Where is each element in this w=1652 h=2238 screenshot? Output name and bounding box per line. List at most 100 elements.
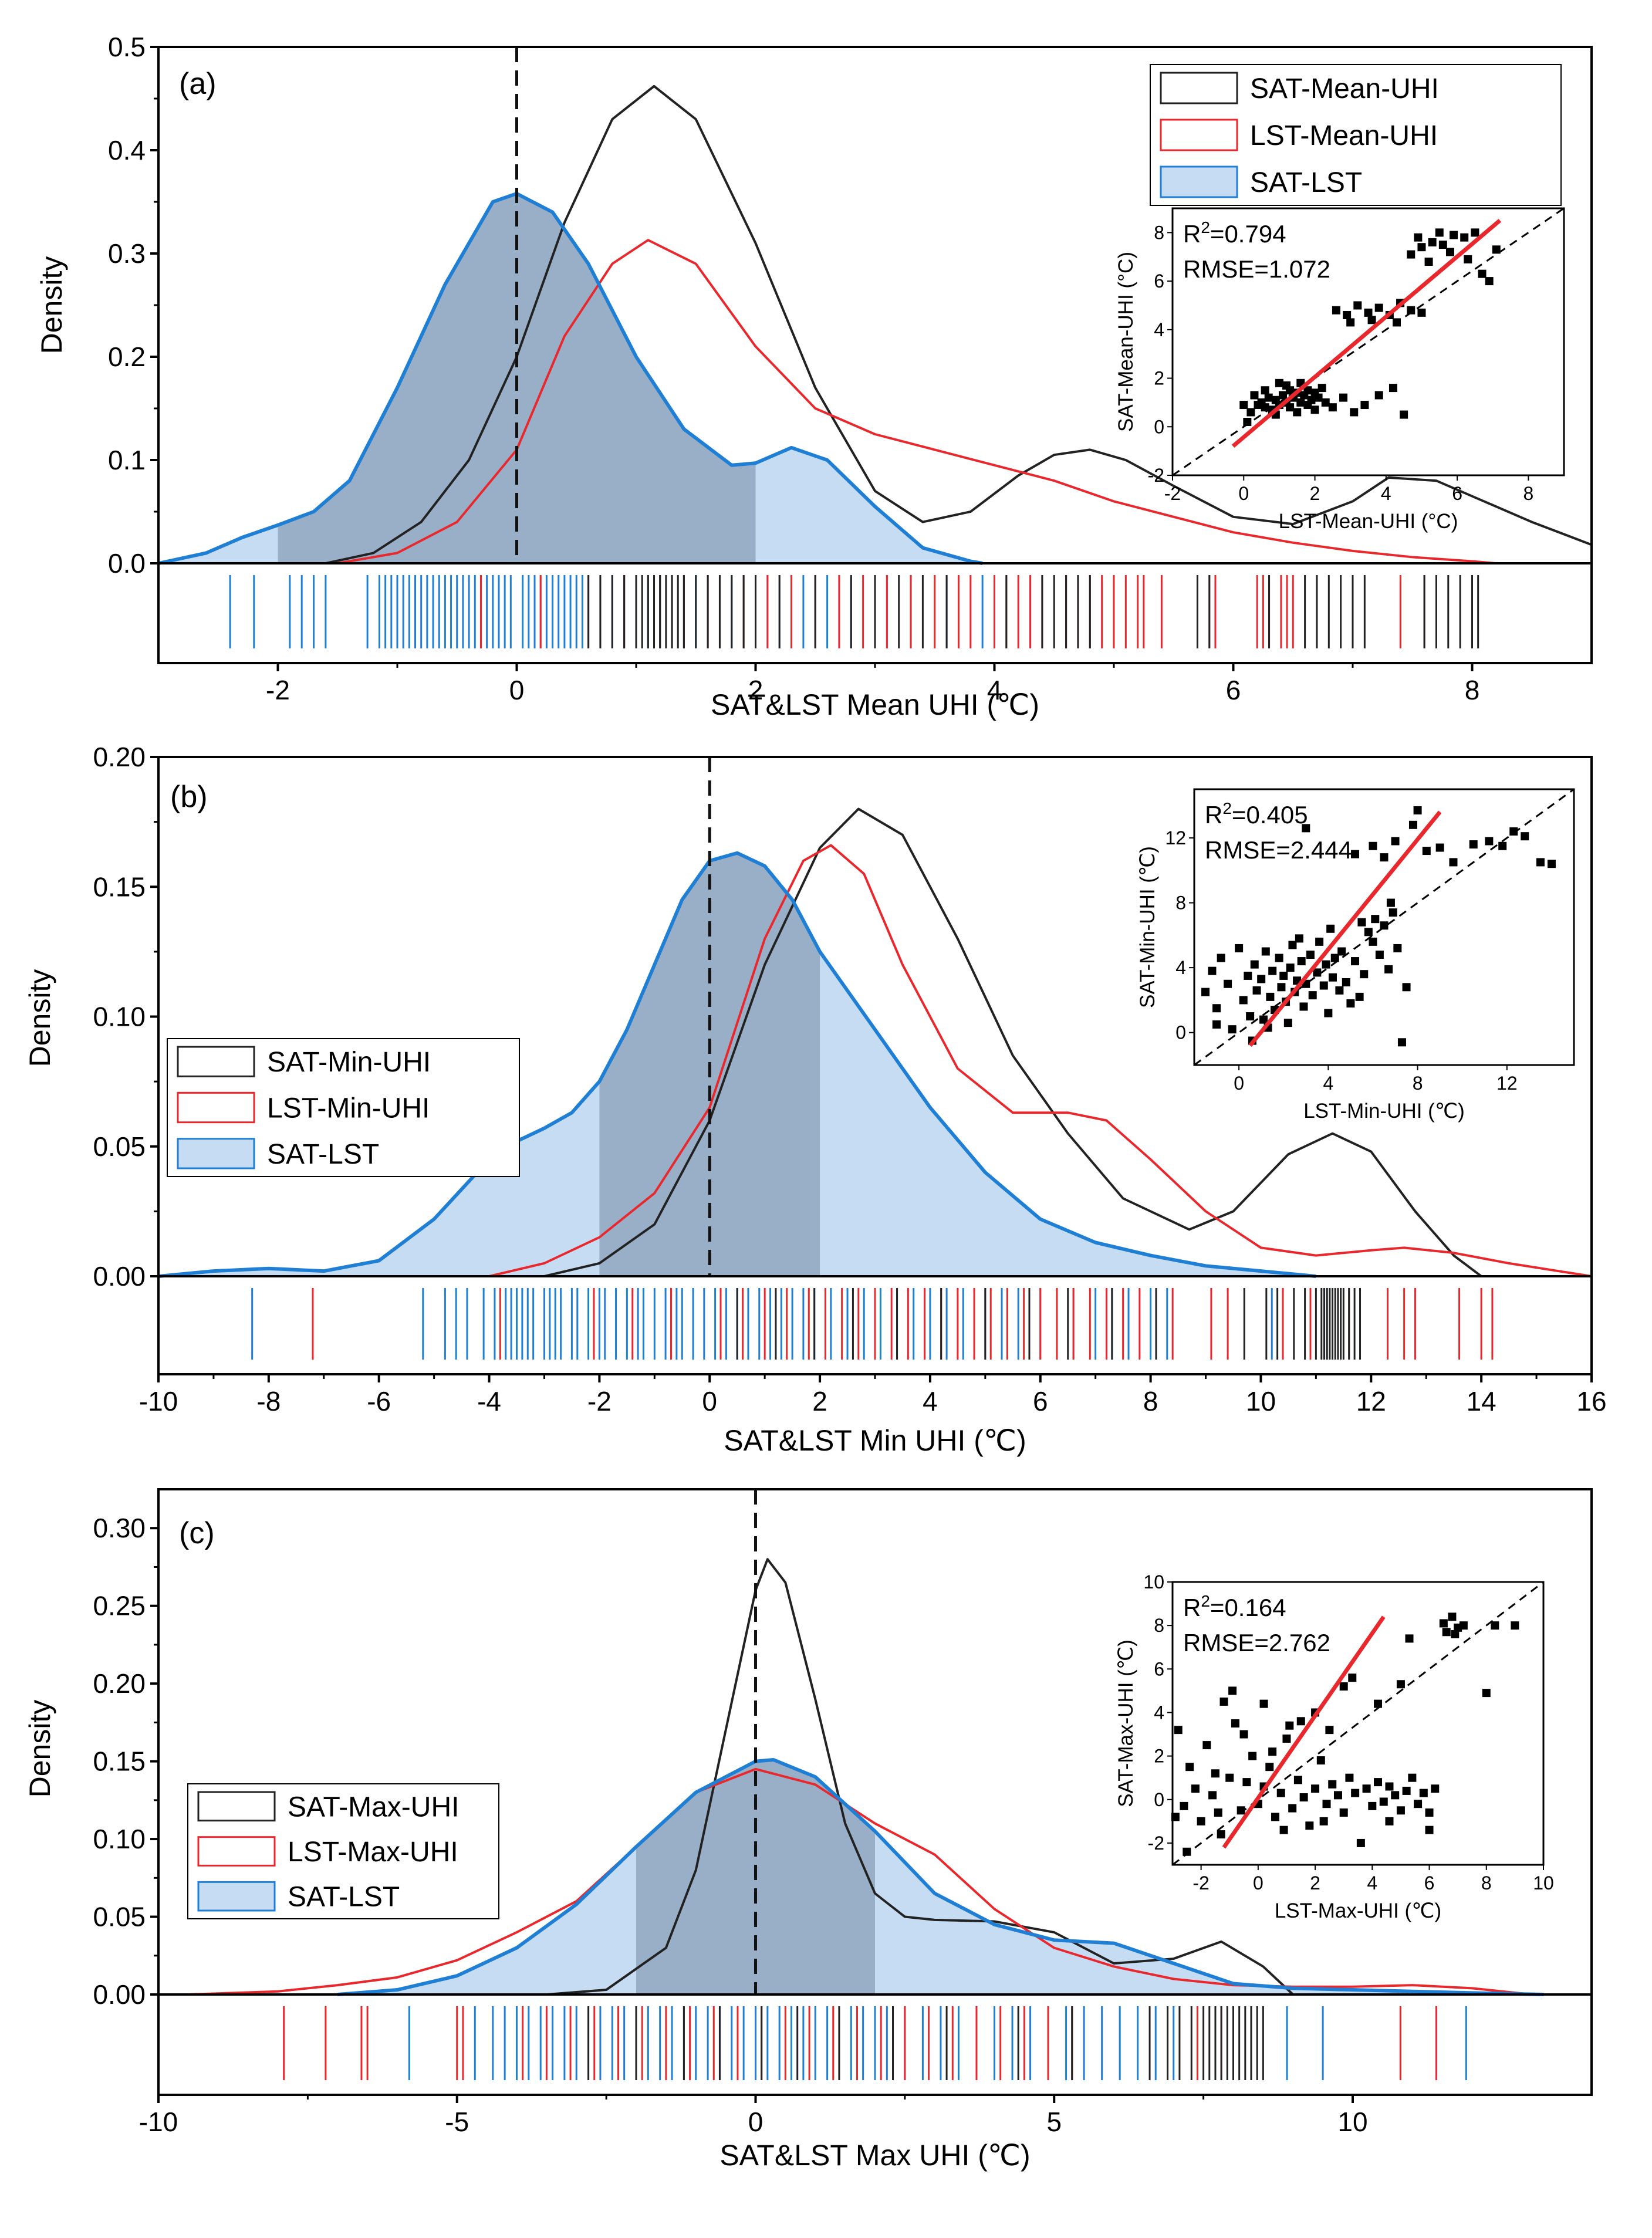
scatter-point: [1417, 308, 1426, 317]
legend-entry-label: SAT-LST: [267, 1139, 379, 1170]
scatter-point: [1303, 401, 1312, 410]
scatter-point: [1197, 1817, 1205, 1825]
inset-x-tick-label: 4: [1381, 483, 1391, 504]
r-squared-prefix: R: [1183, 1594, 1201, 1621]
scatter-point: [1419, 1789, 1428, 1797]
scatter-point: [1285, 1721, 1294, 1730]
inset-x-tick-label: 10: [1533, 1872, 1554, 1894]
scatter-point: [1393, 318, 1401, 327]
x-tick-label: 8: [1143, 1386, 1158, 1417]
scatter-point: [1330, 954, 1339, 962]
scatter-point: [1351, 850, 1360, 858]
inset-scatter: -2 0 2 4 6 8 10 -2 0 2 4 6 8 10 LST-Max-UHI (℃) SAT-Max…: [1114, 1571, 1554, 1922]
panel-label: (a): [179, 67, 217, 101]
legend-entry-label: SAT-LST: [288, 1882, 400, 1913]
legend-swatch: [177, 1138, 255, 1169]
scatter-point: [1345, 1773, 1354, 1782]
x-tick-label: 14: [1467, 1386, 1496, 1417]
scatter-point: [1217, 1830, 1225, 1839]
x-tick-label: -10: [139, 1386, 178, 1417]
inset-y-tick-label: -2: [1148, 1833, 1164, 1854]
x-tick-label: -8: [256, 1386, 281, 1417]
scatter-point: [1202, 1741, 1211, 1750]
scatter-point: [1296, 1717, 1305, 1726]
x-tick-label: 4: [923, 1386, 938, 1417]
scatter-point: [1351, 1789, 1360, 1797]
x-tick-label: -5: [445, 2107, 469, 2137]
legend-swatch: [177, 1046, 255, 1077]
scatter-point: [1278, 391, 1287, 400]
scatter-point: [1257, 975, 1266, 983]
scatter-point: [1374, 1778, 1383, 1787]
scatter-point: [1380, 921, 1389, 930]
scatter-point: [1306, 951, 1315, 959]
scatter-point: [1208, 1791, 1217, 1800]
scatter-point: [1360, 401, 1369, 410]
legend-swatch: [177, 1091, 255, 1124]
inset-x-tick-label: 8: [1413, 1073, 1423, 1094]
y-tick-label: 0.15: [93, 1746, 146, 1777]
fit-line: [1231, 219, 1502, 448]
r-squared-value: =0.794: [1210, 220, 1286, 248]
legend-entry-label: SAT-Min-UHI: [267, 1047, 431, 1078]
inset-x-tick-label: 4: [1367, 1872, 1377, 1894]
scatter-point: [1299, 1793, 1308, 1802]
scatter-point: [1536, 858, 1545, 867]
sat-curve: [325, 84, 1592, 564]
inset-y-tick-label: 12: [1165, 827, 1186, 848]
legend: SAT-Max-UHI LST-Max-UHI SAT-LST: [187, 1783, 499, 1919]
x-tick-label: 8: [1465, 675, 1480, 705]
r-squared-prefix: R: [1205, 801, 1222, 829]
scatter-point: [1346, 999, 1355, 1008]
scatter-point: [1282, 1734, 1291, 1743]
scatter-point: [1265, 1763, 1274, 1772]
scatter-point: [1313, 968, 1322, 977]
scatter-point: [1445, 248, 1454, 256]
scatter-point: [1408, 820, 1417, 829]
x-tick-label: -6: [367, 1386, 391, 1417]
inset-x-tick-label: 6: [1424, 1872, 1435, 1894]
scatter-point: [1374, 303, 1383, 312]
scatter-point: [1350, 408, 1359, 417]
scatter-point: [1293, 408, 1302, 417]
scatter-point: [1343, 311, 1352, 319]
scatter-point: [1348, 1674, 1357, 1682]
scatter-point: [1286, 386, 1295, 395]
y-tick-label: 0.05: [93, 1902, 146, 1932]
scatter-point: [1339, 1808, 1348, 1817]
x-tick-label: 4: [987, 675, 1002, 705]
inset-y-tick-label: 8: [1175, 893, 1186, 914]
scatter-point: [1268, 966, 1277, 975]
inset-x-tick-label: 2: [1310, 1872, 1320, 1894]
y-tick-label: 0.1: [108, 445, 146, 475]
scatter-point: [1321, 398, 1330, 407]
satlst-curve: [158, 851, 1316, 1278]
scatter-point: [1239, 401, 1248, 410]
inset-y-tick-label: 8: [1154, 222, 1164, 243]
scatter-point: [1328, 973, 1337, 982]
scatter-point: [1407, 250, 1415, 259]
inset-x-tick-label: 0: [1253, 1872, 1264, 1894]
x-tick-label: 16: [1576, 1386, 1606, 1417]
scatter-point: [1322, 1800, 1331, 1808]
scatter-point: [1438, 241, 1447, 249]
scatter-point: [1266, 992, 1275, 1001]
scatter-point: [1380, 853, 1389, 862]
scatter-point: [1191, 1784, 1200, 1793]
y-tick-label: 0.05: [93, 1131, 146, 1162]
scatter-point: [1400, 410, 1408, 419]
scatter-point: [1364, 308, 1373, 317]
panel-a: 0.0 0.1 0.2 0.3 0.4 0.5 -2 0 2 4 6 8 SAT&LST Mean UH…: [35, 32, 1593, 721]
y-tick-label: 0.10: [93, 1002, 146, 1032]
inset-x-tick-label: -2: [1192, 1872, 1209, 1894]
fit-line: [1248, 810, 1442, 1047]
inset-y-tick-label: 0: [1154, 1789, 1164, 1810]
scatter-point: [1407, 306, 1415, 315]
x-tick-label: 6: [1226, 675, 1241, 705]
scatter-point: [1315, 937, 1324, 946]
legend-swatch: [197, 1836, 276, 1867]
scatter-point: [1393, 944, 1402, 952]
scatter-point: [1212, 1004, 1221, 1013]
y-tick-label: 0.00: [93, 1979, 146, 2010]
scatter-point: [1316, 1756, 1325, 1765]
